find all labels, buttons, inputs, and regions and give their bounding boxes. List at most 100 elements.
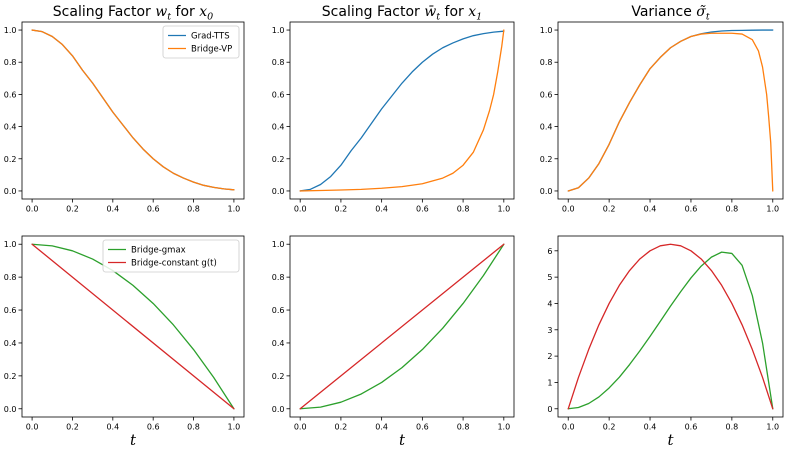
subplot-2: 0.0 0.2 0.4 0.6 0.8 1.0 0.0 0.2 0.4 0.6 0.8 1.0 Scal…: [272, 4, 515, 214]
y-tick-label: 0.8: [4, 273, 17, 282]
y-tick-label: 0.4: [540, 123, 553, 132]
x-tick-label: 0.8: [187, 205, 200, 214]
x-tick-label: 0.6: [685, 423, 698, 432]
x-tick-label: 0.6: [416, 423, 429, 432]
y-tick-label: 0.0: [4, 187, 17, 196]
y-tick-label: 1.0: [4, 240, 17, 249]
series-line-grad-tts: [299, 30, 505, 192]
y-tick-label: 3: [547, 326, 552, 335]
subplot-4: 0.0 0.2 0.4 0.6 0.8 1.0 0.0 0.2 0.4 0.6 0.8 1.0 t Bri…: [4, 235, 245, 449]
x-tick-label: 0.6: [147, 205, 160, 214]
y-tick-label: 0.2: [4, 155, 17, 164]
x-tick-label: 0.8: [457, 205, 470, 214]
subplot-6: 0.0 0.2 0.4 0.6 0.8 1.0 0 1 2 3 4 5 6 t: [547, 235, 784, 449]
x-tick-label: 1.0: [766, 423, 779, 432]
y-tick-label: 0.0: [272, 405, 285, 414]
legend-label: Bridge-constant g(t): [131, 259, 217, 269]
y-tick-label: 0.0: [540, 187, 553, 196]
x-axis-label: t: [399, 431, 406, 449]
x-tick-label: 0.0: [294, 423, 307, 432]
x-tick-label: 0.8: [725, 205, 738, 214]
x-tick-label: 0.0: [26, 423, 39, 432]
x-tick-label: 0.2: [603, 205, 616, 214]
x-tick-label: 0.6: [685, 205, 698, 214]
x-tick-label: 0.0: [26, 205, 39, 214]
y-tick-label: 0.2: [272, 372, 285, 381]
y-tick-label: 0.8: [4, 58, 17, 67]
y-tick-label: 0.0: [4, 405, 17, 414]
x-tick-label: 0.8: [725, 423, 738, 432]
x-tick-label: 0.4: [644, 205, 657, 214]
series-line-bridge-vp: [299, 29, 505, 192]
y-tick-label: 0.2: [272, 155, 285, 164]
series-line-bridge-vp: [31, 29, 235, 191]
x-tick-label: 0.4: [106, 423, 119, 432]
legend-box: [162, 25, 240, 59]
chart-title: Scaling Factor w̄t for x1: [322, 4, 482, 23]
x-tick-label: 1.0: [497, 423, 510, 432]
x-tick-label: 0.6: [416, 205, 429, 214]
y-tick-label: 1.0: [272, 26, 285, 35]
x-tick-label: 0.4: [106, 205, 119, 214]
subplot-1: 0.0 0.2 0.4 0.6 0.8 1.0 0.0 0.2 0.4 0.6 0.8 1.0 Scal…: [4, 4, 245, 214]
x-tick-label: 0.0: [294, 205, 307, 214]
legend-box: [102, 239, 240, 273]
legend-label: Grad-TTS: [191, 32, 230, 42]
legend: Bridge-gmax Bridge-constant g(t): [102, 239, 240, 273]
x-tick-label: 1.0: [228, 423, 241, 432]
x-tick-label: 0.2: [335, 423, 348, 432]
y-tick-label: 0.6: [4, 90, 17, 99]
y-tick-label: 1.0: [272, 240, 285, 249]
y-tick-label: 1: [547, 378, 552, 387]
series-line-bridge-constant-g-t-: [31, 243, 235, 410]
y-tick-label: 0: [547, 405, 552, 414]
y-tick-label: 0.4: [272, 339, 285, 348]
y-tick-label: 4: [547, 299, 552, 308]
chart-title: Scaling Factor wt for x0: [53, 4, 213, 23]
x-tick-label: 0.0: [562, 423, 575, 432]
x-tick-label: 0.2: [603, 423, 616, 432]
series-line-bridge-gmax: [299, 243, 505, 410]
y-tick-label: 0.8: [540, 58, 553, 67]
x-tick-label: 0.8: [187, 423, 200, 432]
series-line-grad-tts: [567, 29, 774, 192]
y-tick-label: 0.6: [4, 306, 17, 315]
y-tick-label: 0.2: [540, 155, 553, 164]
x-tick-label: 0.8: [457, 423, 470, 432]
x-tick-label: 0.4: [644, 423, 657, 432]
series-line-bridge-gmax: [31, 243, 235, 410]
x-tick-label: 1.0: [228, 205, 241, 214]
series-line-bridge-vp: [567, 32, 774, 192]
axes-frame: [557, 235, 784, 418]
axes-frame: [21, 21, 245, 200]
x-tick-label: 0.4: [375, 423, 388, 432]
y-tick-label: 0.0: [272, 187, 285, 196]
x-axis-label: t: [667, 431, 674, 449]
y-tick-label: 1.0: [540, 26, 553, 35]
y-tick-label: 0.8: [272, 273, 285, 282]
series-line-bridge-constant-g-t-: [567, 243, 774, 410]
series-line-bridge-constant-g-t-: [299, 243, 505, 410]
x-tick-label: 0.2: [335, 205, 348, 214]
y-tick-label: 0.6: [272, 306, 285, 315]
x-tick-label: 0.4: [375, 205, 388, 214]
axes-frame: [557, 21, 784, 200]
y-tick-label: 1.0: [4, 26, 17, 35]
legend-label: Bridge-VP: [191, 45, 232, 55]
x-axis-label: t: [130, 431, 137, 449]
y-tick-label: 0.4: [4, 339, 17, 348]
subplot-3: 0.0 0.2 0.4 0.6 0.8 1.0 0.0 0.2 0.4 0.6 0.8 1.0 Vari…: [540, 4, 784, 214]
y-tick-label: 6: [547, 247, 552, 256]
y-tick-label: 0.4: [272, 123, 285, 132]
y-tick-label: 2: [547, 352, 552, 361]
chart-title: Variance σ̃t: [631, 4, 710, 23]
legend: Grad-TTS Bridge-VP: [162, 25, 240, 59]
x-tick-label: 1.0: [497, 205, 510, 214]
legend-label: Bridge-gmax: [131, 246, 186, 256]
y-tick-label: 0.6: [540, 90, 553, 99]
axes-frame: [289, 21, 515, 200]
subplot-5: 0.0 0.2 0.4 0.6 0.8 1.0 0.0 0.2 0.4 0.6 0.8 1.0 t: [272, 235, 515, 449]
y-tick-label: 0.6: [272, 90, 285, 99]
x-tick-label: 1.0: [766, 205, 779, 214]
